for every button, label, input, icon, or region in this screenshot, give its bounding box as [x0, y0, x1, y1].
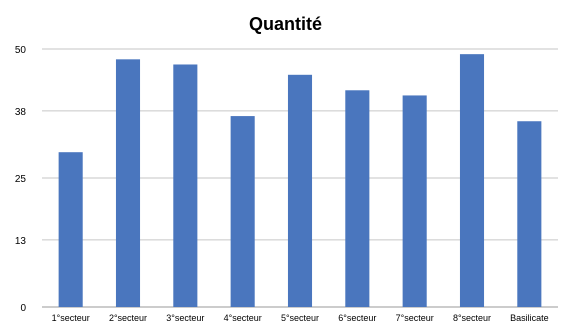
bar [58, 152, 83, 307]
x-tick-label: 3°secteur [166, 313, 204, 323]
y-tick-label: 50 [15, 45, 27, 56]
y-tick-label: 13 [15, 236, 27, 247]
x-tick-label: 2°secteur [109, 313, 147, 323]
x-tick-label: 1°secteur [52, 313, 90, 323]
bar [287, 74, 313, 307]
x-tick-label: 8°secteur [453, 313, 491, 323]
bar [173, 64, 198, 307]
bar [517, 121, 542, 308]
bar [345, 90, 370, 307]
x-tick-label: 4°secteur [224, 313, 262, 323]
bar [230, 116, 255, 307]
x-tick-label: 7°secteur [396, 313, 434, 323]
bar [115, 59, 141, 307]
bar [402, 95, 427, 307]
x-tick-label: 5°secteur [281, 313, 319, 323]
chart-title: Quantité [248, 14, 322, 34]
y-tick-label: 0 [20, 303, 26, 314]
x-tick-label: 6°secteur [338, 313, 376, 323]
x-tick-label: Basilicate [510, 313, 549, 323]
y-tick-label: 25 [15, 174, 27, 185]
bar [459, 54, 485, 307]
y-tick-label: 38 [15, 107, 27, 118]
